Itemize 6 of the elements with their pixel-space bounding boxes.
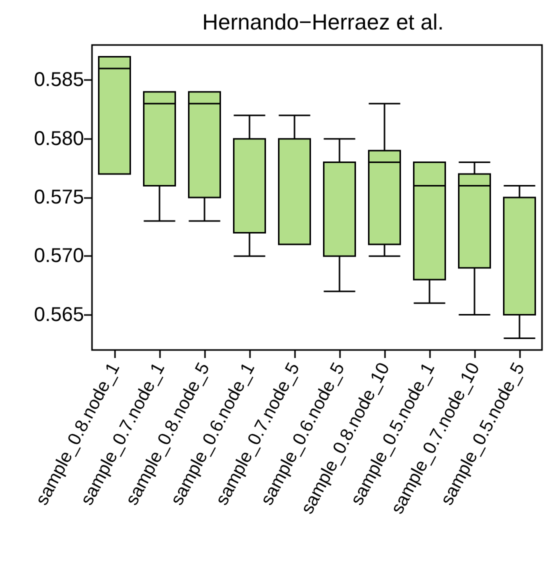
y-tick-label: 0.580: [34, 128, 84, 150]
y-tick-label: 0.565: [34, 304, 84, 326]
chart-title: Hernando−Herraez et al.: [202, 10, 444, 34]
y-tick-label: 0.570: [34, 245, 84, 268]
y-tick-label: 0.575: [34, 186, 84, 208]
y-tick-label: 0.585: [34, 69, 84, 92]
